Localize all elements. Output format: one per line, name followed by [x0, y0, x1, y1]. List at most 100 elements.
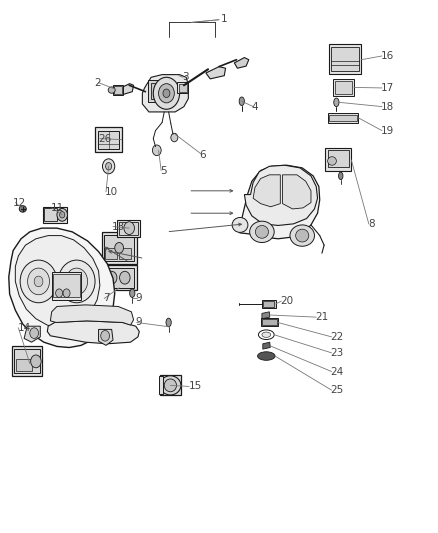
Text: 25: 25 — [331, 385, 344, 395]
Text: 11: 11 — [50, 203, 64, 213]
Text: 16: 16 — [381, 51, 394, 61]
Ellipse shape — [30, 328, 39, 338]
Bar — [53, 274, 80, 297]
Bar — [113, 85, 123, 95]
Text: 20: 20 — [280, 296, 293, 306]
Bar — [102, 232, 137, 264]
Bar — [333, 79, 354, 96]
Ellipse shape — [164, 379, 177, 392]
Ellipse shape — [339, 172, 343, 180]
Bar — [119, 222, 138, 235]
Bar — [100, 265, 137, 290]
Bar — [328, 113, 358, 123]
Ellipse shape — [153, 77, 180, 109]
Polygon shape — [262, 312, 270, 319]
Bar — [325, 148, 351, 171]
Bar — [104, 235, 134, 261]
Bar — [329, 115, 357, 121]
Polygon shape — [244, 165, 318, 225]
Ellipse shape — [108, 87, 115, 93]
Polygon shape — [206, 67, 226, 79]
Ellipse shape — [106, 163, 112, 170]
Polygon shape — [239, 165, 320, 239]
Ellipse shape — [328, 157, 336, 165]
Ellipse shape — [101, 330, 110, 341]
Ellipse shape — [102, 159, 115, 174]
Text: 18: 18 — [381, 102, 394, 111]
Ellipse shape — [262, 332, 271, 337]
Text: 15: 15 — [188, 382, 201, 391]
Bar — [328, 44, 361, 74]
Polygon shape — [234, 58, 249, 68]
Polygon shape — [142, 75, 188, 112]
Polygon shape — [15, 236, 100, 328]
Bar — [335, 81, 352, 94]
Ellipse shape — [171, 133, 178, 142]
Ellipse shape — [115, 243, 124, 253]
Ellipse shape — [31, 355, 41, 368]
Bar — [159, 376, 163, 394]
Text: 24: 24 — [331, 367, 344, 376]
Text: 8: 8 — [368, 219, 374, 229]
Ellipse shape — [57, 208, 67, 221]
Text: 4: 4 — [252, 102, 258, 111]
Text: 17: 17 — [381, 83, 394, 93]
Text: 9: 9 — [136, 318, 142, 327]
Ellipse shape — [19, 206, 26, 212]
Text: 2: 2 — [94, 78, 101, 87]
Bar — [262, 300, 276, 308]
Bar — [105, 288, 113, 292]
Text: 10: 10 — [105, 187, 118, 197]
Ellipse shape — [239, 97, 244, 106]
Text: 21: 21 — [315, 312, 328, 322]
Ellipse shape — [106, 271, 117, 284]
Ellipse shape — [166, 318, 171, 327]
Polygon shape — [263, 342, 270, 349]
Ellipse shape — [250, 221, 274, 243]
Polygon shape — [47, 321, 139, 344]
Ellipse shape — [232, 217, 248, 232]
Ellipse shape — [130, 289, 135, 297]
Ellipse shape — [58, 260, 95, 303]
Bar — [179, 84, 187, 92]
Bar — [262, 319, 277, 325]
Bar — [328, 150, 349, 167]
Text: 6: 6 — [199, 150, 206, 159]
Bar — [12, 346, 42, 376]
Polygon shape — [118, 84, 134, 95]
Ellipse shape — [66, 268, 88, 295]
Text: 12: 12 — [13, 198, 26, 207]
Bar — [95, 127, 122, 152]
Text: 26: 26 — [99, 134, 112, 143]
Bar — [263, 301, 274, 307]
Text: 14: 14 — [18, 323, 31, 333]
Bar — [14, 349, 40, 373]
Text: 1: 1 — [221, 14, 228, 23]
Polygon shape — [283, 175, 311, 209]
Text: 7: 7 — [103, 294, 110, 303]
Ellipse shape — [152, 145, 161, 156]
Bar — [261, 318, 278, 326]
Bar — [16, 359, 32, 371]
Ellipse shape — [159, 84, 174, 103]
Polygon shape — [99, 329, 113, 345]
Text: 19: 19 — [381, 126, 394, 135]
Bar — [105, 248, 117, 259]
Text: 22: 22 — [331, 332, 344, 342]
Text: 5: 5 — [160, 166, 166, 175]
Text: 13: 13 — [112, 222, 125, 231]
Bar — [114, 86, 122, 94]
Polygon shape — [253, 175, 280, 207]
Ellipse shape — [20, 260, 57, 303]
Bar — [151, 83, 169, 99]
Text: 9: 9 — [136, 294, 142, 303]
Bar — [43, 207, 67, 223]
Bar — [119, 248, 131, 259]
Ellipse shape — [63, 289, 70, 297]
Ellipse shape — [160, 376, 181, 395]
Ellipse shape — [72, 276, 81, 287]
Ellipse shape — [290, 225, 314, 246]
Ellipse shape — [34, 276, 43, 287]
Text: 3: 3 — [182, 72, 188, 82]
Ellipse shape — [56, 289, 63, 297]
